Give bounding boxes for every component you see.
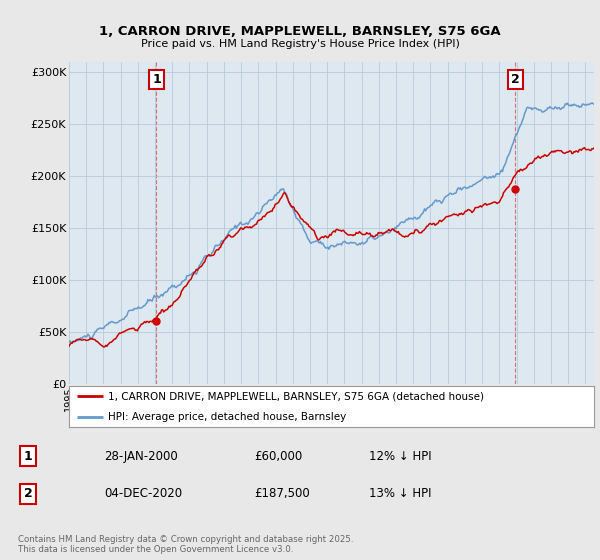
Text: 1, CARRON DRIVE, MAPPLEWELL, BARNSLEY, S75 6GA (detached house): 1, CARRON DRIVE, MAPPLEWELL, BARNSLEY, S…	[109, 391, 484, 402]
Text: HPI: Average price, detached house, Barnsley: HPI: Average price, detached house, Barn…	[109, 412, 347, 422]
Text: 13% ↓ HPI: 13% ↓ HPI	[369, 487, 431, 501]
Text: £60,000: £60,000	[254, 450, 302, 463]
Text: 1: 1	[24, 450, 32, 463]
Text: 28-JAN-2000: 28-JAN-2000	[104, 450, 178, 463]
Text: Price paid vs. HM Land Registry's House Price Index (HPI): Price paid vs. HM Land Registry's House …	[140, 39, 460, 49]
Text: Contains HM Land Registry data © Crown copyright and database right 2025.
This d: Contains HM Land Registry data © Crown c…	[18, 535, 353, 554]
Text: 12% ↓ HPI: 12% ↓ HPI	[369, 450, 432, 463]
Text: 04-DEC-2020: 04-DEC-2020	[104, 487, 182, 501]
Text: 2: 2	[24, 487, 32, 501]
Text: 1, CARRON DRIVE, MAPPLEWELL, BARNSLEY, S75 6GA: 1, CARRON DRIVE, MAPPLEWELL, BARNSLEY, S…	[99, 25, 501, 38]
Text: 1: 1	[152, 73, 161, 86]
Text: 2: 2	[511, 73, 520, 86]
Text: £187,500: £187,500	[254, 487, 310, 501]
